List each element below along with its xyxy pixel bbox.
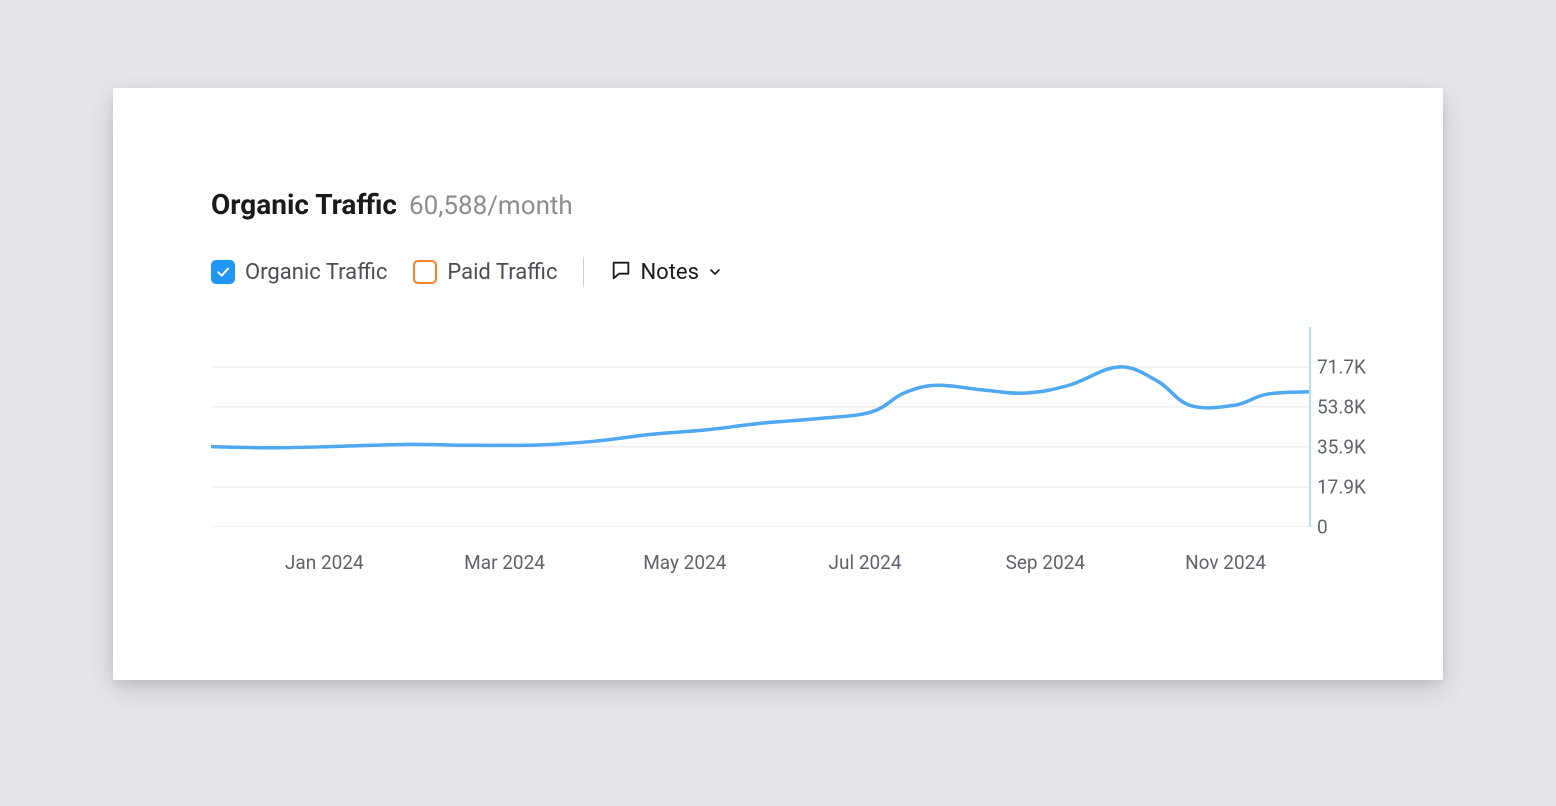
y-axis-labels: 71.7K53.8K35.9K17.9K0 bbox=[1317, 327, 1383, 527]
y-tick-label: 17.9K bbox=[1317, 476, 1366, 499]
y-tick-label: 35.9K bbox=[1317, 435, 1366, 458]
legend-paid-traffic[interactable]: Paid Traffic bbox=[413, 260, 557, 285]
chart-svg bbox=[211, 327, 1311, 527]
notes-label: Notes bbox=[640, 260, 698, 285]
notes-icon bbox=[610, 259, 632, 285]
x-tick-label: Jul 2024 bbox=[829, 551, 902, 574]
card-header: Organic Traffic 60,588/month bbox=[211, 188, 1353, 221]
x-axis-labels: Jan 2024 Mar 2024 May 2024 Jul 2024 Sep 2024… bbox=[211, 551, 1311, 581]
check-icon bbox=[215, 264, 231, 280]
legend-organic-label: Organic Traffic bbox=[245, 260, 387, 285]
x-tick-label: May 2024 bbox=[643, 551, 726, 574]
card-title: Organic Traffic bbox=[211, 188, 397, 221]
checkbox-organic[interactable] bbox=[211, 260, 235, 284]
card-subtitle: 60,588/month bbox=[409, 191, 573, 221]
controls-divider bbox=[583, 257, 584, 287]
chevron-down-icon bbox=[707, 264, 723, 280]
y-tick-label: 0 bbox=[1317, 516, 1328, 539]
controls-row: Organic Traffic Paid Traffic Notes bbox=[211, 257, 1353, 287]
x-tick-label: Mar 2024 bbox=[464, 551, 545, 574]
checkbox-paid[interactable] bbox=[413, 260, 437, 284]
y-tick-label: 71.7K bbox=[1317, 355, 1366, 378]
notes-button[interactable]: Notes bbox=[610, 259, 722, 285]
traffic-chart: 71.7K53.8K35.9K17.9K0 bbox=[211, 327, 1311, 527]
x-tick-label: Nov 2024 bbox=[1185, 551, 1266, 574]
x-tick-label: Sep 2024 bbox=[1006, 551, 1085, 574]
legend-paid-label: Paid Traffic bbox=[447, 260, 557, 285]
y-tick-label: 53.8K bbox=[1317, 395, 1366, 418]
x-tick-label: Jan 2024 bbox=[285, 551, 364, 574]
traffic-card: Organic Traffic 60,588/month Organic Tra… bbox=[113, 88, 1443, 680]
legend-organic-traffic[interactable]: Organic Traffic bbox=[211, 260, 387, 285]
